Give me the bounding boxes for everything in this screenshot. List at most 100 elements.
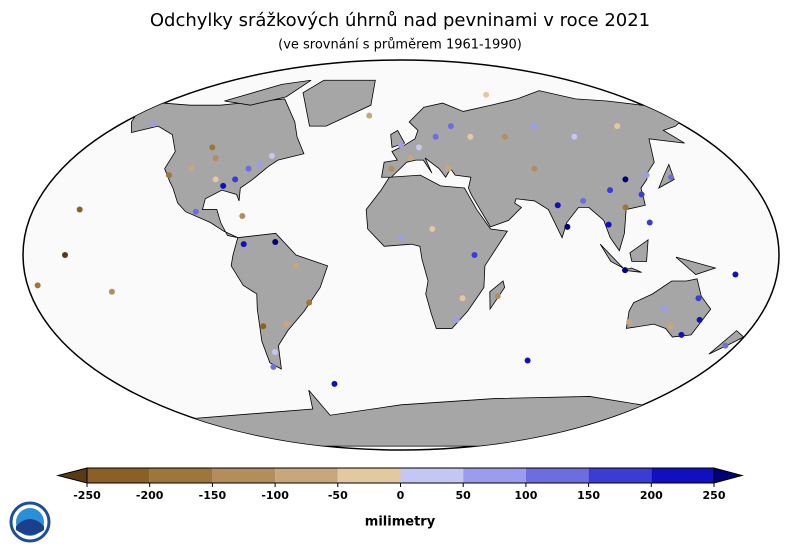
station-dot (429, 226, 436, 233)
station-dot (212, 176, 219, 183)
station-dot (165, 172, 172, 179)
landmass (675, 256, 717, 275)
station-dot (614, 123, 621, 130)
station-dot (571, 133, 578, 140)
station-dot (668, 174, 675, 181)
station-dot (76, 206, 83, 213)
station-dot (695, 295, 702, 302)
station-dot (483, 91, 490, 98)
station-dot (62, 252, 68, 258)
colorbar-tick-label: 100 (514, 489, 537, 502)
station-dot (220, 182, 227, 189)
landmass (599, 243, 624, 269)
station-dot (580, 197, 587, 204)
station-dot (239, 213, 246, 220)
colorbar-under (56, 467, 88, 484)
station-dot (232, 176, 239, 183)
landmass (658, 163, 675, 189)
station-dot (34, 282, 41, 289)
station-dot (256, 161, 263, 168)
landmass (131, 98, 305, 239)
station-dot (453, 316, 460, 323)
station-dot (432, 133, 439, 140)
colorbar-tick-label: -250 (73, 489, 101, 502)
landmass (629, 239, 649, 262)
station-dot (415, 144, 422, 151)
station-dot (445, 165, 452, 172)
station-dot (240, 241, 247, 248)
colorbar-bin (463, 468, 526, 483)
station-dot (638, 191, 645, 198)
colorbar-tick-label: -50 (328, 489, 348, 502)
station-dot (260, 323, 267, 330)
colorbar-bin (337, 468, 401, 483)
station-dot (661, 306, 668, 313)
station-dot (388, 165, 395, 172)
landmass (302, 79, 376, 127)
colorbar-tick-label: 50 (456, 489, 472, 502)
landmass (224, 79, 312, 106)
station-dot (293, 262, 300, 269)
station-dot (306, 299, 313, 306)
station-dot (271, 349, 278, 356)
station-dot (607, 187, 614, 194)
colorbar-bin (651, 468, 714, 483)
station-dot (188, 165, 195, 172)
station-dot (398, 142, 404, 149)
station-dot (605, 221, 612, 228)
title: Odchylky srážkových úhrnů nad pevninami … (150, 10, 650, 31)
station-dot (501, 133, 508, 140)
logo (9, 501, 51, 543)
station-dot (268, 152, 275, 159)
station-dot (407, 154, 414, 161)
colorbar-tick-label: 0 (397, 489, 405, 502)
colorbar-label: milimetry (365, 515, 436, 530)
station-dot (622, 267, 629, 274)
station-dot (192, 208, 199, 215)
station-dot (245, 165, 252, 172)
station-dot (283, 321, 290, 328)
colorbar-tick-label: -100 (261, 489, 289, 502)
stations (34, 91, 739, 387)
station-dot (467, 133, 474, 140)
station-dot (524, 357, 531, 364)
colorbar-tick-label: -200 (136, 489, 164, 502)
station-dot (366, 112, 373, 119)
station-dot (270, 363, 277, 370)
station-dot (471, 252, 478, 258)
colorbar-over (713, 467, 744, 484)
station-dot (209, 144, 216, 151)
station-dot (722, 342, 729, 349)
colorbar-tick-label: 200 (640, 489, 663, 502)
colorbar-tick-label: 150 (577, 489, 600, 502)
station-dot (732, 271, 739, 278)
station-dot (212, 154, 219, 161)
colorbar-bin (87, 468, 150, 483)
colorbar-bin (400, 468, 464, 483)
station-dot (626, 319, 633, 326)
station-dot (108, 288, 115, 295)
colorbar-bin (525, 468, 589, 483)
station-dot (459, 295, 466, 302)
colorbar-bin (212, 468, 276, 483)
station-dot (646, 219, 653, 226)
colorbar-tick-label: -150 (199, 489, 227, 502)
station-dot (554, 202, 561, 209)
subtitle: (ve srovnání s průměrem 1961-1990) (278, 38, 522, 53)
station-dot (564, 223, 571, 230)
station-dot (272, 239, 279, 246)
station-dot (678, 331, 685, 338)
colorbar-bin (275, 468, 338, 483)
station-dot (331, 380, 338, 387)
colorbar-bin (149, 468, 213, 483)
station-dot (622, 176, 629, 183)
colorbar: -250 -200 -150 -100 -50 0 50 100 150 200 250 (56, 467, 744, 502)
station-dot (398, 234, 404, 241)
colorbar-tick-label: 250 (703, 489, 726, 502)
station-dot (531, 165, 538, 172)
landmass (230, 232, 329, 370)
station-dot (531, 123, 538, 130)
station-dot (494, 293, 501, 300)
station-dot (150, 121, 157, 128)
